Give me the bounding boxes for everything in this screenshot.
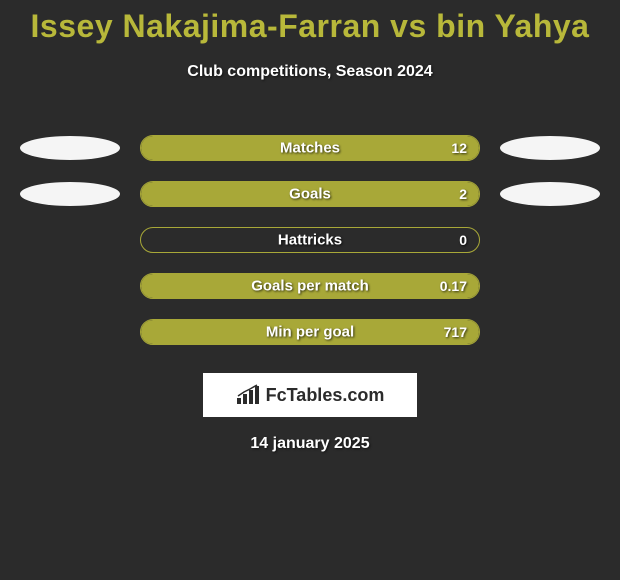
right-ellipse <box>500 274 600 298</box>
bar-value: 2 <box>459 186 467 202</box>
bar-track: Hattricks 0 <box>140 227 480 253</box>
stat-row: Goals per match 0.17 <box>0 263 620 309</box>
bar-value: 12 <box>451 140 467 156</box>
date-label: 14 january 2025 <box>0 435 620 453</box>
right-ellipse <box>500 136 600 160</box>
stat-row: Goals 2 <box>0 171 620 217</box>
bar-track: Goals per match 0.17 <box>140 273 480 299</box>
bar-track: Goals 2 <box>140 181 480 207</box>
bar-value: 717 <box>444 324 467 340</box>
bar-label: Hattricks <box>278 232 342 249</box>
bar-label: Goals <box>289 186 331 203</box>
subtitle: Club competitions, Season 2024 <box>0 63 620 81</box>
comparison-infographic: Issey Nakajima-Farran vs bin Yahya Club … <box>0 0 620 580</box>
stat-row: Matches 12 <box>0 125 620 171</box>
bars-icon <box>236 384 262 406</box>
bar-label: Goals per match <box>251 278 369 295</box>
bar-track: Min per goal 717 <box>140 319 480 345</box>
bar-value: 0.17 <box>440 278 467 294</box>
left-ellipse <box>20 136 120 160</box>
logo-text: FcTables.com <box>266 385 385 406</box>
stat-row: Hattricks 0 <box>0 217 620 263</box>
left-ellipse <box>20 274 120 298</box>
bar-value: 0 <box>459 232 467 248</box>
bar-label: Matches <box>280 140 340 157</box>
left-ellipse <box>20 182 120 206</box>
stat-row: Min per goal 717 <box>0 309 620 355</box>
page-title: Issey Nakajima-Farran vs bin Yahya <box>0 0 620 45</box>
left-ellipse <box>20 228 120 252</box>
logo-box: FcTables.com <box>203 373 417 417</box>
stats-rows: Matches 12 Goals 2 Hattricks 0 Goals per match… <box>0 125 620 355</box>
bar-label: Min per goal <box>266 324 354 341</box>
bar-track: Matches 12 <box>140 135 480 161</box>
right-ellipse <box>500 228 600 252</box>
right-ellipse <box>500 182 600 206</box>
right-ellipse <box>500 320 600 344</box>
left-ellipse <box>20 320 120 344</box>
